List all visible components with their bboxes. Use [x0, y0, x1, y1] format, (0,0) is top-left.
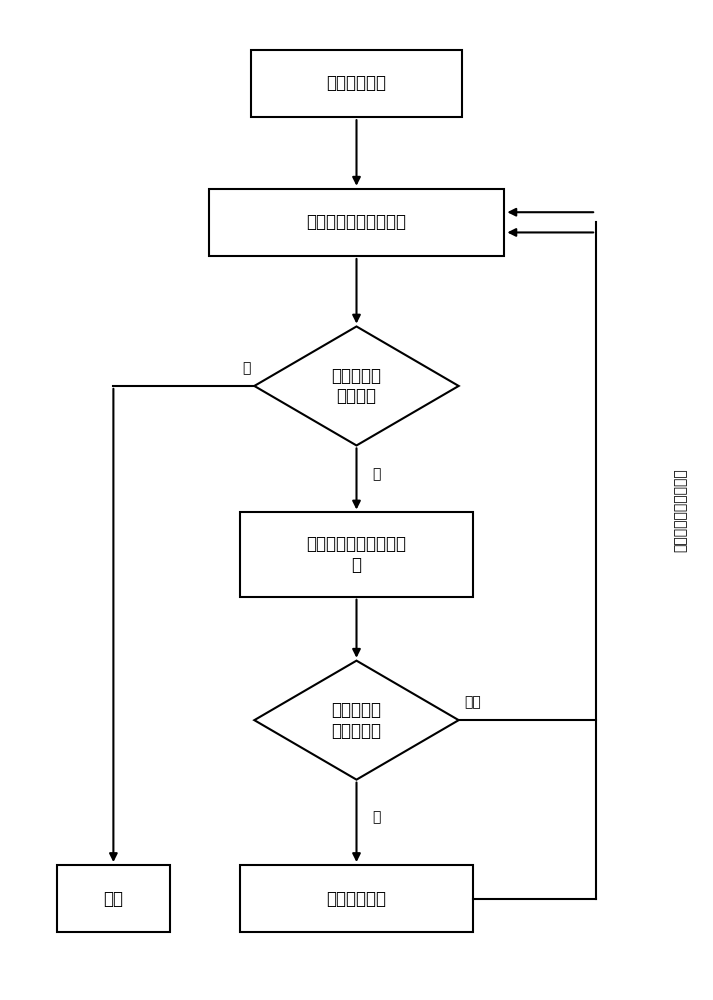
Bar: [57, 865, 170, 932]
Text: 是: 是: [372, 467, 380, 481]
Text: 按照偏序路径处理中断: 按照偏序路径处理中断: [674, 468, 687, 552]
Text: 没有: 没有: [464, 695, 481, 709]
Bar: [208, 189, 505, 256]
Text: 枚举满足触发条件的中
断: 枚举满足触发条件的中 断: [307, 535, 406, 574]
Text: 有中断满足
触发条件？: 有中断满足 触发条件？: [332, 701, 381, 740]
Text: 结束: 结束: [103, 890, 123, 908]
Polygon shape: [255, 326, 458, 445]
Text: 生成偏序路径: 生成偏序路径: [327, 890, 386, 908]
Bar: [240, 512, 473, 597]
Text: 有: 有: [372, 810, 380, 824]
Text: 是否满足系
统规约？: 是否满足系 统规约？: [332, 367, 381, 405]
Text: 否: 否: [242, 361, 251, 375]
Text: 分析依赖关系: 分析依赖关系: [327, 74, 386, 92]
Text: 深度优先访问全局状态: 深度优先访问全局状态: [307, 213, 406, 231]
Bar: [251, 50, 462, 117]
Bar: [240, 865, 473, 932]
Polygon shape: [255, 661, 458, 780]
